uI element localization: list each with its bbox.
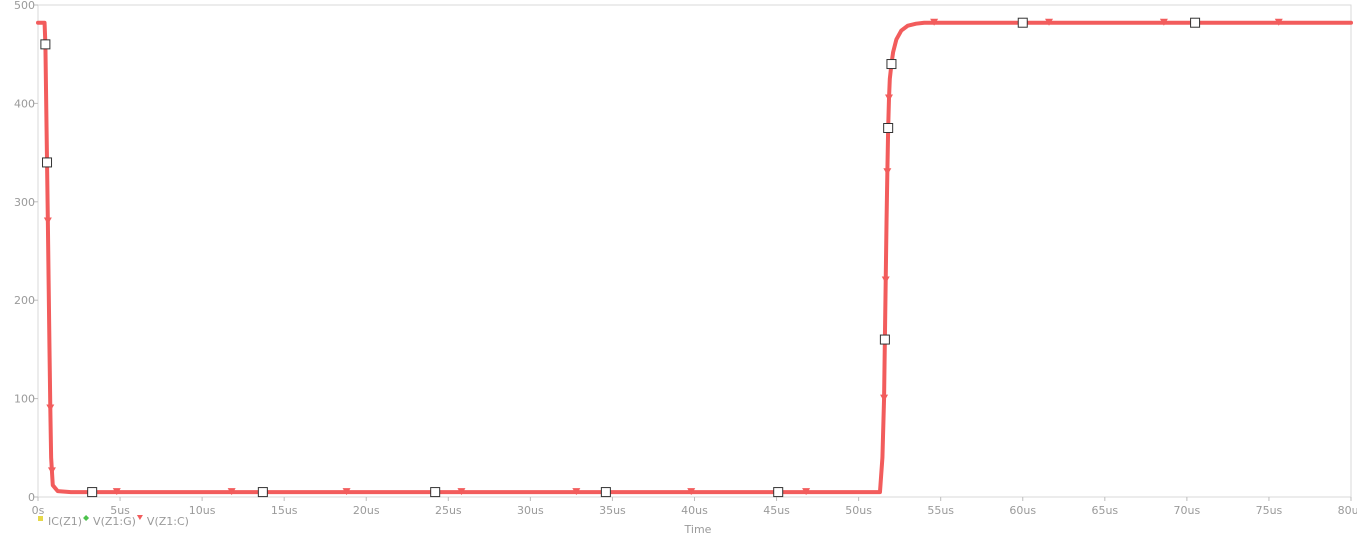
series-marker-triangle: [227, 488, 236, 496]
series-marker-triangle: [802, 488, 811, 496]
x-tick-label: 35us: [599, 504, 626, 517]
x-tick-label: 10us: [189, 504, 216, 517]
series-marker-triangle: [884, 94, 893, 102]
series-line-2: [36, 20, 1353, 495]
x-tick-label: 0s: [32, 504, 45, 517]
legend-square-icon: [38, 516, 43, 521]
series-layer: [36, 17, 1353, 498]
x-tick-label: 30us: [517, 504, 544, 517]
x-tick-label: 65us: [1091, 504, 1118, 517]
y-tick-label: 400: [14, 97, 35, 110]
series-marker-triangle: [1274, 18, 1283, 26]
x-tick-label: 45us: [763, 504, 790, 517]
series-marker-square: [883, 123, 894, 133]
series-marker-square: [40, 39, 51, 50]
legend-label: V(Z1:C): [147, 515, 189, 528]
x-tick-label: 55us: [927, 504, 954, 517]
series-marker-triangle: [46, 404, 55, 412]
x-tick-label: 70us: [1174, 504, 1201, 517]
series-marker-square: [1017, 17, 1028, 28]
legend-label: V(Z1:G): [93, 515, 136, 528]
series-marker-square: [773, 487, 784, 498]
series-marker-triangle: [881, 276, 890, 284]
x-tick-label: 80us: [1338, 504, 1357, 517]
y-tick-label: 100: [14, 393, 35, 406]
x-tick-label: 60us: [1009, 504, 1036, 517]
series-marker-square: [1190, 17, 1201, 28]
legend-triangle-icon: [136, 515, 143, 520]
plot-area-frame: [37, 4, 1352, 498]
y-tick-label: 0: [28, 491, 35, 504]
x-tick-label: 50us: [845, 504, 872, 517]
y-tick-label: 200: [14, 294, 35, 307]
y-tick-label: 500: [14, 0, 35, 12]
series-marker-triangle: [930, 18, 939, 26]
series-marker-triangle: [112, 488, 121, 496]
legend-label: IC(Z1): [48, 515, 82, 528]
series-marker-square: [87, 487, 98, 498]
series-marker-triangle: [572, 488, 581, 496]
x-tick-label: 25us: [435, 504, 462, 517]
series-marker-triangle: [1159, 18, 1168, 26]
series-marker-triangle: [457, 488, 466, 496]
x-axis-ticks: 0s 5us 10us 15us 20us 25us 30us 35us 40us 45us 50u…: [32, 497, 1357, 517]
legend-diamond-icon: [83, 515, 90, 521]
series-marker-square: [886, 59, 897, 70]
series-marker-square: [879, 334, 890, 345]
series-marker-square: [257, 487, 268, 498]
series-marker-triangle: [883, 168, 892, 176]
series-marker-square: [430, 487, 441, 498]
series-marker-triangle: [43, 217, 52, 225]
x-tick-label: 15us: [271, 504, 298, 517]
x-axis-label: Time: [684, 523, 712, 535]
x-tick-label: 75us: [1256, 504, 1283, 517]
x-tick-label: 5us: [110, 504, 130, 517]
series-marker-square: [42, 157, 53, 168]
series-marker-triangle: [687, 488, 696, 496]
series-marker-triangle: [1045, 18, 1054, 26]
series-marker-square: [600, 487, 611, 498]
series-marker-triangle: [47, 467, 56, 475]
series-marker-triangle: [342, 488, 351, 496]
legend: IC(Z1) V(Z1:G) V(Z1:C): [38, 515, 189, 528]
y-tick-label: 300: [14, 196, 35, 209]
series-marker-triangle: [880, 394, 889, 402]
x-tick-label: 40us: [681, 504, 708, 517]
y-axis-ticks: 0 100 200 300 400 500: [14, 0, 38, 504]
x-tick-label: 20us: [353, 504, 380, 517]
